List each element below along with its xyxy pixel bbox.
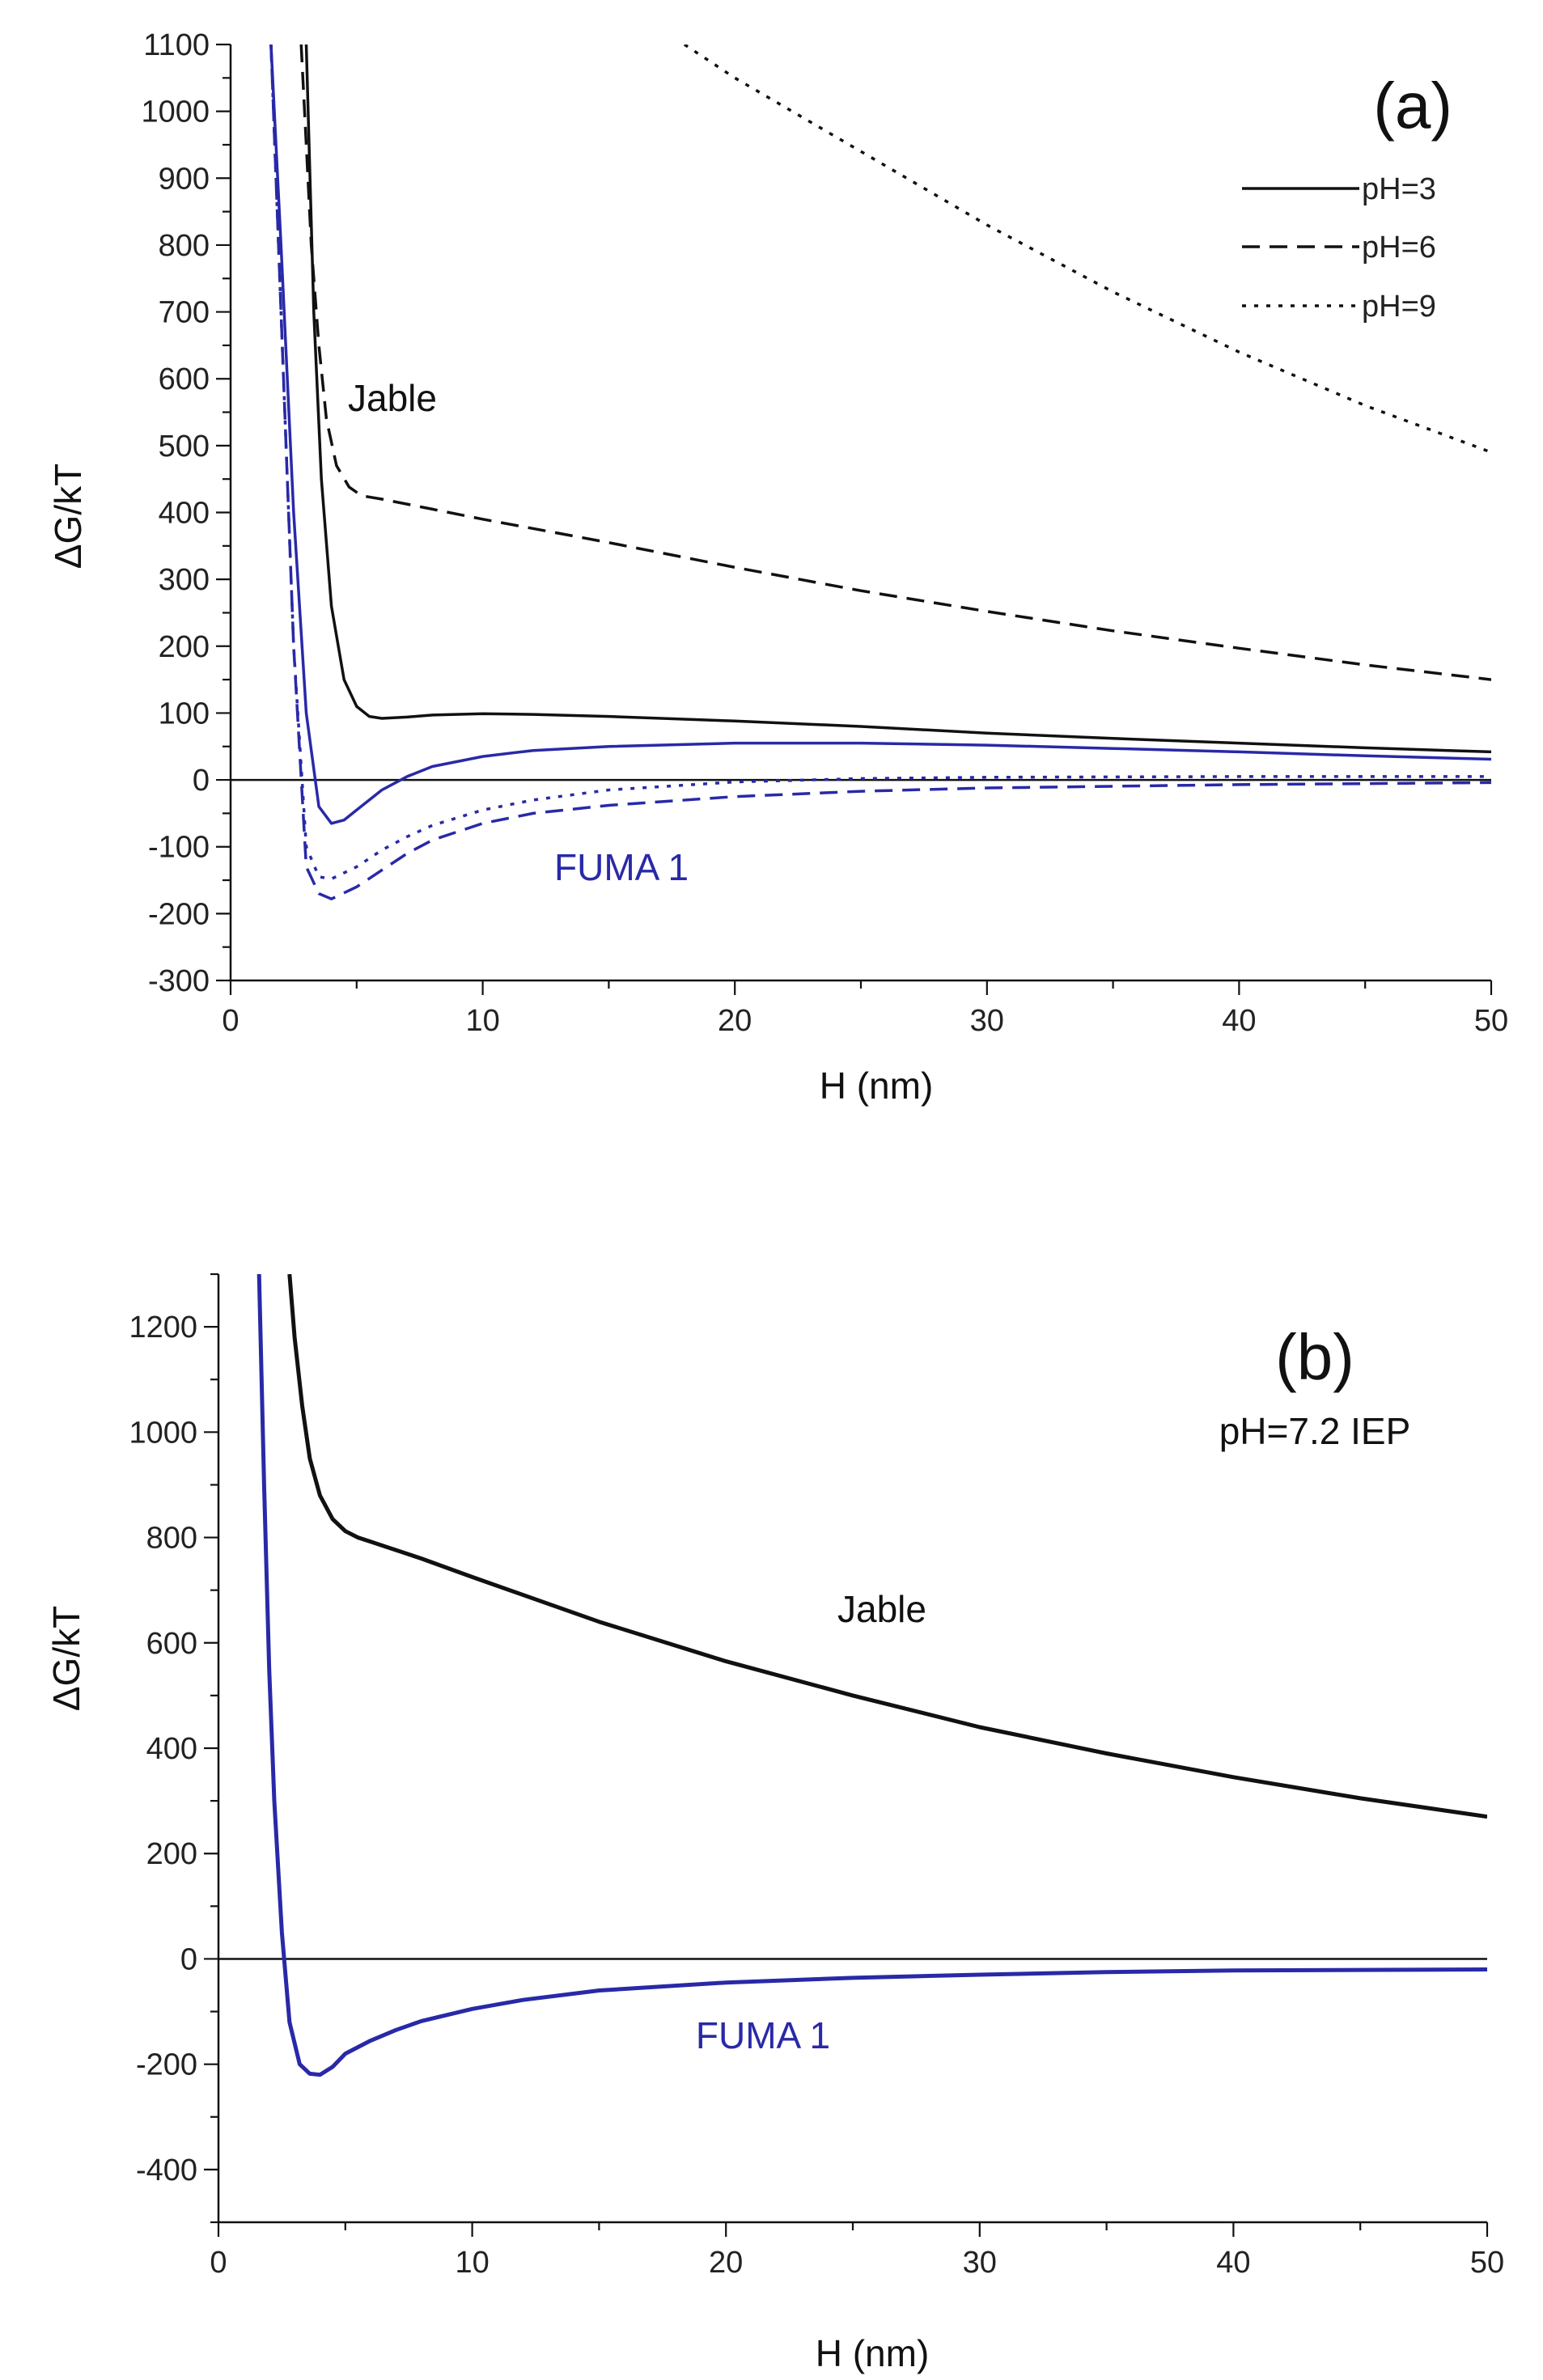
y-tick-label: 200 [159,630,210,664]
y-tick-label: -100 [148,831,210,865]
x-tick-label: 40 [1222,1004,1256,1038]
series-line-a-6 [269,44,1491,881]
series-line-a-2 [299,44,1491,681]
panel-b-x-axis-title: H (nm) [816,2332,930,2374]
y-tick-label: -200 [136,2048,197,2082]
x-tick-label: 0 [222,1004,239,1038]
y-tick-label: 400 [159,497,210,531]
y-tick-label: 1000 [129,1416,197,1450]
panel-a: 0 10 20 30 40 50 -300 -200 -100 0 100 200 300 400 500… [47,28,1508,1107]
x-tick-label: 20 [718,1004,752,1038]
y-tick-label: 200 [146,1837,197,1871]
x-tick-label: 10 [465,1004,499,1038]
x-tick-label: 50 [1470,2246,1504,2280]
series-line-b-1 [287,1274,1487,1819]
panel-a-series-lines [269,44,1491,900]
x-tick-label: 20 [709,2246,743,2280]
x-tick-label: 10 [455,2246,489,2280]
y-tick-label: 700 [159,296,210,330]
y-tick-label: 1200 [129,1311,197,1345]
series-line-a-4 [269,44,1491,825]
y-tick-label: 1100 [143,28,210,62]
legend-label-ph3: pH=3 [1362,172,1436,206]
y-tick-label: 0 [193,764,210,798]
panel-b-y-tick-labels: -400 -200 0 200 400 600 800 1000 1200 [129,1311,197,2187]
panel-b-tag: (b) [1275,1321,1354,1393]
panel-a-y-tick-labels: -300 -200 -100 0 100 200 300 400 500 600 700 800 900… [141,28,210,998]
y-tick-label: 800 [159,229,210,263]
panel-a-plot-area [231,44,1491,900]
y-tick-label: -200 [148,897,210,931]
panel-b-jable-label: Jable [837,1588,926,1630]
panel-a-x-axis-title: H (nm) [820,1065,934,1107]
panel-b-y-axis-title: ΔG/kT [45,1606,87,1711]
panel-a-x-tick-labels: 0 10 20 30 40 50 [222,1004,1508,1038]
y-tick-label: 100 [159,697,210,731]
panel-a-y-axis-title: ΔG/kT [47,464,89,569]
y-tick-label: 0 [180,1942,197,1976]
series-line-a-1 [304,44,1491,754]
y-tick-label: 300 [159,563,210,597]
x-tick-label: 0 [210,2246,227,2280]
y-tick-label: 900 [159,162,210,196]
panel-a-jable-label: Jable [348,377,437,419]
legend-label-ph9: pH=9 [1362,290,1436,324]
y-tick-label: -400 [136,2153,197,2187]
panel-b-plot-area [218,1274,1487,2077]
y-tick-label: 500 [159,430,210,464]
x-tick-label: 50 [1474,1004,1508,1038]
panel-a-ticks [216,43,1493,995]
x-tick-label: 30 [970,1004,1004,1038]
y-tick-label: 400 [146,1732,197,1766]
panel-a-fuma-label: FUMA 1 [554,846,689,888]
x-tick-label: 40 [1216,2246,1250,2280]
y-tick-label: 600 [146,1627,197,1661]
y-tick-label: 600 [159,362,210,396]
panel-b-ph-note: pH=7.2 IEP [1219,1410,1411,1452]
panel-a-tag: (a) [1373,70,1452,142]
panel-b-fuma-label: FUMA 1 [696,2014,830,2056]
y-tick-label: -300 [148,964,210,998]
panel-b: 0 10 20 30 40 50 -400 -200 0 200 400 600 800 1000 120… [45,1273,1504,2374]
panel-b-x-tick-labels: 0 10 20 30 40 50 [210,2246,1504,2280]
series-line-b-2 [256,1274,1487,2077]
panel-b-ticks [204,1273,1489,2237]
panel-b-series-lines [256,1274,1487,2077]
panel-a-legend: pH=3 pH=6 pH=9 [1242,172,1436,324]
x-tick-label: 30 [963,2246,997,2280]
y-tick-label: 1000 [141,95,210,129]
series-line-a-5 [269,44,1491,900]
legend-label-ph6: pH=6 [1362,231,1436,265]
y-tick-label: 800 [146,1522,197,1556]
